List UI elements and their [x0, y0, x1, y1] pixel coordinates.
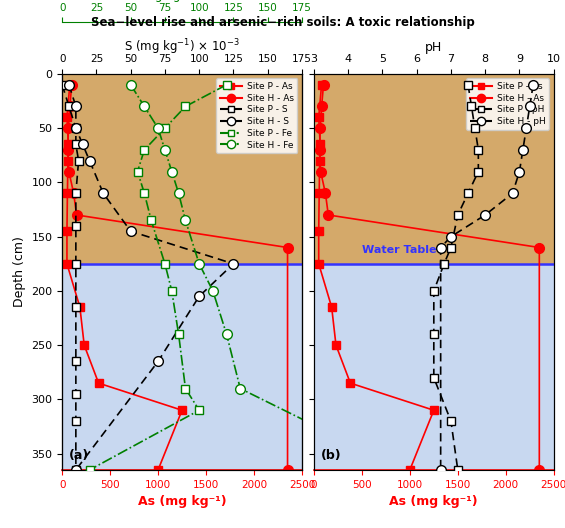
Y-axis label: Depth (cm): Depth (cm) [13, 237, 26, 307]
Text: (b): (b) [321, 449, 342, 462]
Text: Sea−level rise and arsenic−rich soils: A toxic relationship: Sea−level rise and arsenic−rich soils: A… [90, 16, 475, 29]
Text: (a): (a) [69, 449, 90, 462]
Legend: Site P - As, Site H - As, Site P - S, Site H - S, Site P - Fe, Site H - Fe: Site P - As, Site H - As, Site P - S, Si… [216, 79, 297, 153]
X-axis label: S (mg kg$^{-1}$) $\times$ 10$^{-3}$: S (mg kg$^{-1}$) $\times$ 10$^{-3}$ [124, 37, 240, 57]
X-axis label: Fe (mg kg$^{-1}$) $\times$ 10$^{-3}$: Fe (mg kg$^{-1}$) $\times$ 10$^{-3}$ [121, 0, 243, 6]
Bar [62, 264, 302, 470]
X-axis label: As (mg kg⁻¹): As (mg kg⁻¹) [389, 495, 478, 508]
X-axis label: As (mg kg⁻¹): As (mg kg⁻¹) [138, 495, 227, 508]
Bar [314, 264, 554, 470]
Bar [314, 74, 554, 264]
Bar [62, 74, 302, 264]
X-axis label: pH: pH [425, 41, 442, 54]
Legend: Site P - As, Site H - As, Site P - pH, Site H - pH: Site P - As, Site H - As, Site P - pH, S… [466, 79, 549, 130]
Text: Water Table: Water Table [362, 245, 436, 255]
